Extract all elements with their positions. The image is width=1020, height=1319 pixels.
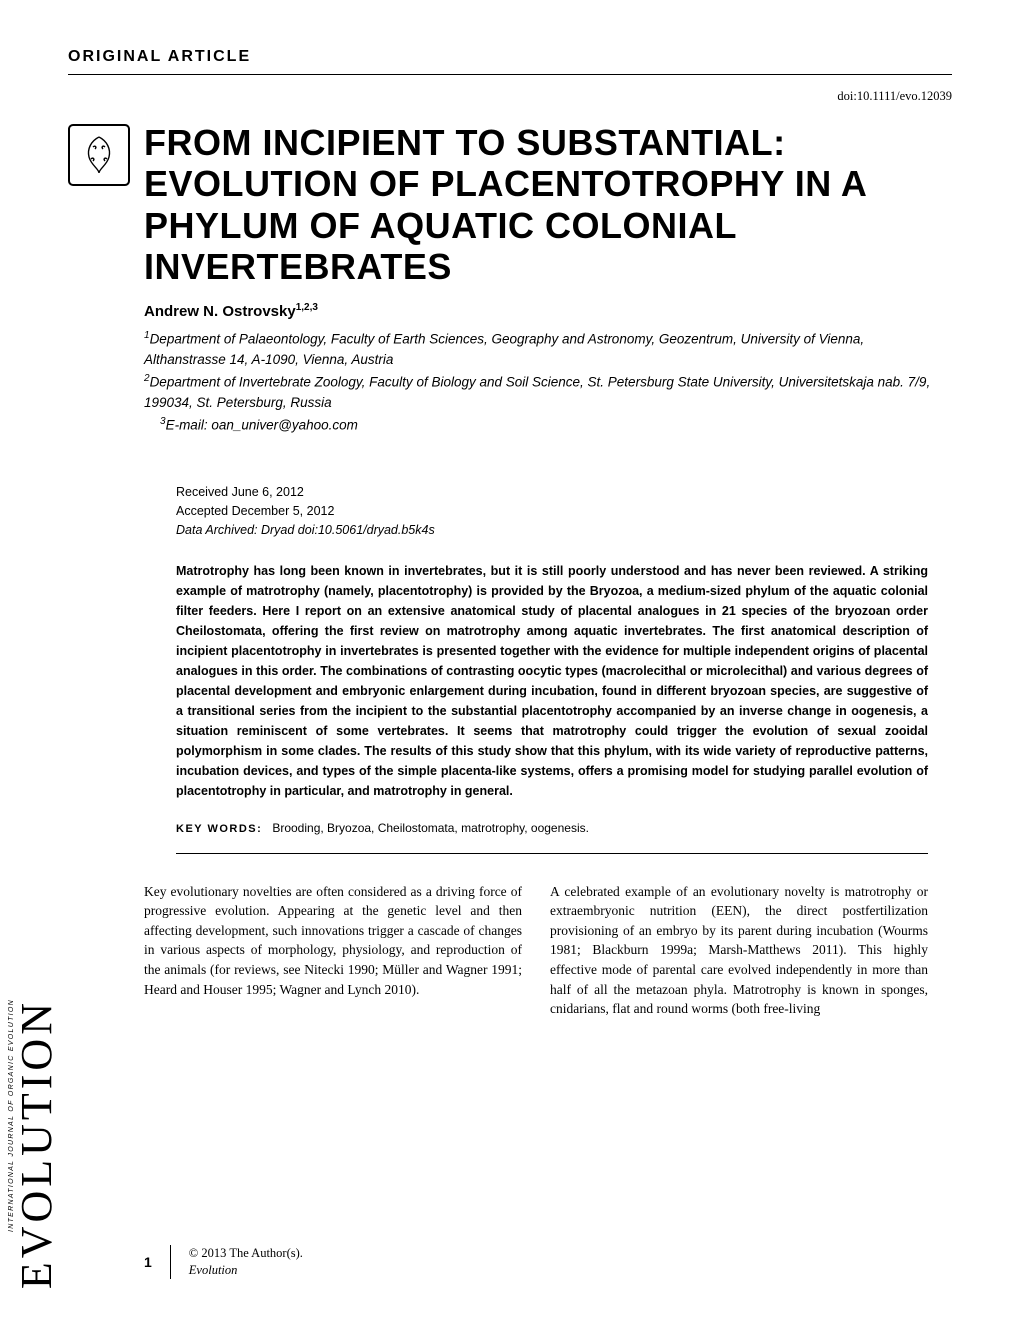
author-sup: 1,2,3 — [296, 302, 318, 313]
received-date: Received June 6, 2012 — [176, 483, 952, 502]
header-rule — [68, 74, 952, 75]
affiliation-2: 2Department of Invertebrate Zoology, Fac… — [144, 371, 932, 414]
affil-2-text: Department of Invertebrate Zoology, Facu… — [144, 374, 930, 410]
article-title: FROM INCIPIENT TO SUBSTANTIAL: EVOLUTION… — [144, 122, 952, 288]
title-block: FROM INCIPIENT TO SUBSTANTIAL: EVOLUTION… — [68, 122, 952, 288]
abstract-text: Matrotrophy has long been known in inver… — [176, 561, 928, 801]
metadata-block: Received June 6, 2012 Accepted December … — [176, 483, 952, 541]
copyright-text: © 2013 The Author(s). — [189, 1245, 303, 1262]
doi-text: doi:10.1111/evo.12039 — [68, 89, 952, 104]
keywords-line: KEY WORDS: Brooding, Bryozoa, Cheilostom… — [176, 821, 952, 835]
author-line: Andrew N. Ostrovsky1,2,3 — [144, 302, 952, 320]
body-column-left: Key evolutionary novelties are often con… — [144, 882, 522, 1019]
page-footer: 1 © 2013 The Author(s). Evolution — [144, 1245, 303, 1279]
accepted-date: Accepted December 5, 2012 — [176, 502, 952, 521]
body-column-right: A celebrated example of an evolutionary … — [550, 882, 928, 1019]
author-name: Andrew N. Ostrovsky — [144, 303, 296, 320]
body-columns: Key evolutionary novelties are often con… — [144, 882, 928, 1019]
data-archived: Data Archived: Dryad doi:10.5061/dryad.b… — [176, 521, 952, 540]
journal-ornament-icon — [68, 124, 130, 186]
ornament-svg — [77, 133, 121, 177]
journal-name-vertical: EVOLUTION — [17, 999, 57, 1289]
page-number: 1 — [144, 1254, 152, 1270]
footer-text: © 2013 The Author(s). Evolution — [189, 1245, 303, 1279]
footer-divider — [170, 1245, 171, 1279]
affil-1-text: Department of Palaeontology, Faculty of … — [144, 331, 864, 367]
footer-journal: Evolution — [189, 1262, 303, 1279]
keywords-label: KEY WORDS: — [176, 823, 262, 835]
article-type-label: ORIGINAL ARTICLE — [68, 48, 952, 66]
affiliation-3: 3E-mail: oan_univer@yahoo.com — [160, 414, 932, 436]
affiliation-1: 1Department of Palaeontology, Faculty of… — [144, 328, 932, 371]
keywords-rule — [176, 853, 928, 854]
journal-sidebar-logo: INTERNATIONAL JOURNAL OF ORGANIC EVOLUTI… — [0, 999, 64, 1289]
affil-3-text: E-mail: oan_univer@yahoo.com — [166, 418, 358, 433]
keywords-values: Brooding, Bryozoa, Cheilostomata, matrot… — [272, 821, 589, 835]
